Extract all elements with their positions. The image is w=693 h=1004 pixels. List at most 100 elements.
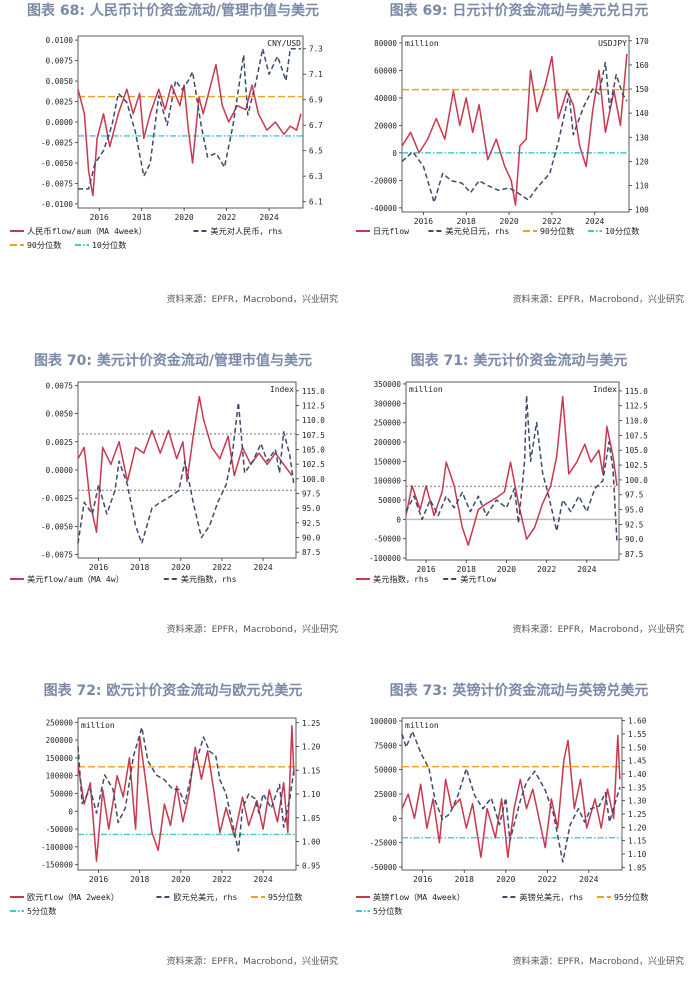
left-tick-label: 50000 [374,766,397,775]
left-tick-label: 0.0050 [46,77,74,86]
left-tick-label: -50000 [46,825,74,834]
legend-label: 英镑flow（MA 4week） [373,892,465,902]
x-tick-label: 2024 [577,565,596,574]
right-unit-label: USDJPY [598,39,627,48]
left-tick-label: 0.0100 [46,36,74,45]
left-tick-label: 350000 [374,380,402,389]
right-tick-label: 105.0 [625,446,648,455]
left-tick-label: 150000 [374,457,402,466]
legend-label: 美元指数，rhs [181,574,237,584]
right-tick-label: 1.10 [628,850,647,859]
series-line [401,61,628,204]
source-note: 资料来源：EPFR，Macrobond，兴业研究 [512,625,684,635]
x-tick-label: 2020 [499,217,518,226]
source-note: 资料来源：EPFR，Macrobond，兴业研究 [166,295,338,305]
right-tick-label: 130 [635,133,649,142]
left-tick-label: 100000 [46,772,74,781]
left-tick-label: 100000 [370,717,398,726]
right-tick-label: 150 [635,85,649,94]
right-tick-label: 95.0 [625,506,644,515]
legend-label: 5分位数 [373,906,403,916]
right-tick-label: 97.5 [625,491,643,500]
left-tick-label: 40000 [374,94,397,103]
right-tick-label: 120 [635,157,649,166]
left-tick-label: 0 [392,814,397,823]
right-tick-label: 1.00 [302,838,321,847]
right-tick-label: 95.0 [302,504,321,513]
chart-panel-71: 图表 71: 美元计价资金流动与美元 -100000 -50000 0 50000 10… [346,350,692,674]
chart-panel-68: 图表 68: 人民币计价资金流动/管理市值与美元 -0.0100 -0.0075-… [0,0,346,324]
right-tick-label: 0.95 [302,861,320,870]
right-tick-label: 1.50 [628,743,647,752]
x-tick-label: 2024 [579,875,598,884]
right-tick-label: 100 [635,206,649,215]
right-tick-label: 115.0 [302,387,325,396]
right-tick-label: 112.5 [625,402,648,411]
left-tick-label: -100000 [369,554,401,563]
chart-panel-70: 图表 70: 美元计价资金流动/管理市值与美元 -0.0075 -0.0050 -0… [0,350,346,674]
legend-label: 美元指数，rhs [373,574,429,584]
left-tick-label: 200000 [374,438,402,447]
series-line [77,63,302,197]
legend-label: 美元flow [460,574,496,584]
chart-panel-73: 图表 73: 英镑计价资金流动与英镑兑美元 -50000 -25000 0 25000… [346,680,692,1004]
x-tick-label: 2022 [212,875,231,884]
right-tick-label: 6.7 [309,121,323,130]
plot-frame [405,381,620,561]
left-tick-label: -25000 [370,839,398,848]
right-tick-label: 1.15 [628,837,646,846]
x-tick-label: 2018 [457,217,476,226]
right-unit-label: Index [270,385,294,394]
legend-label: 欧元flow（MA 2week） [27,892,119,902]
chart-svg: -50000 -25000 0 25000 50000 75000 100000 1.05 1.… [356,717,648,916]
x-tick-label: 2016 [90,213,109,222]
series-line [77,726,295,852]
left-tick-label: -50000 [370,863,398,872]
left-unit-label: million [409,385,443,394]
right-tick-label: 90.0 [625,535,644,544]
right-tick-label: 1.20 [302,743,321,752]
right-tick-label: 112.5 [302,401,325,410]
right-tick-label: 6.9 [309,96,323,105]
chart-title: 图表 73: 英镑计价资金流动与英镑兑美元 [389,683,649,699]
chart-title: 图表 72: 欧元计价资金流动与欧元兑美元 [43,683,303,699]
legend-label: 欧元兑美元，rhs [173,892,237,902]
x-tick-label: 2020 [497,565,516,574]
right-tick-label: 102.5 [625,461,648,470]
x-tick-label: 2016 [414,217,433,226]
right-tick-label: 1.25 [628,810,646,819]
left-tick-label: 300000 [374,399,402,408]
x-tick-label: 2016 [89,563,108,572]
right-tick-label: 1.60 [628,717,647,726]
left-tick-label: 60000 [374,66,397,75]
x-tick-label: 2018 [130,563,149,572]
left-tick-label: -150000 [41,861,73,870]
left-tick-label: 100000 [374,477,402,486]
left-tick-label: 75000 [374,741,397,750]
plot-frame [401,717,623,871]
plot-frame [401,35,630,213]
right-tick-label: 1.35 [628,783,646,792]
legend-label: 美元兑日元，rhs [445,226,509,236]
source-note: 资料来源：EPFR，Macrobond，兴业研究 [166,957,338,967]
right-tick-label: 7.3 [309,45,323,54]
x-tick-label: 2024 [259,213,278,222]
right-tick-label: 110.0 [302,416,325,425]
right-tick-label: 115.0 [625,387,648,396]
right-tick-label: 97.5 [302,489,320,498]
x-tick-label: 2022 [538,875,557,884]
left-tick-label: 20000 [374,121,397,130]
right-tick-label: 1.40 [628,770,647,779]
left-tick-label: 0.0000 [46,466,74,475]
right-tick-label: 87.5 [625,550,643,559]
series-line [77,725,295,862]
right-tick-label: 107.5 [302,431,325,440]
x-tick-label: 2016 [89,875,108,884]
chart-svg: -40000 -20000 0 20000 40000 60000 80000 100 110 1… [356,35,649,236]
source-note: 资料来源：EPFR，Macrobond，兴业研究 [166,625,338,635]
series-line [401,53,628,206]
right-tick-label: 7.1 [309,70,323,79]
right-tick-label: 90.0 [302,533,321,542]
x-tick-label: 2024 [253,875,272,884]
right-tick-label: 110 [635,181,649,190]
